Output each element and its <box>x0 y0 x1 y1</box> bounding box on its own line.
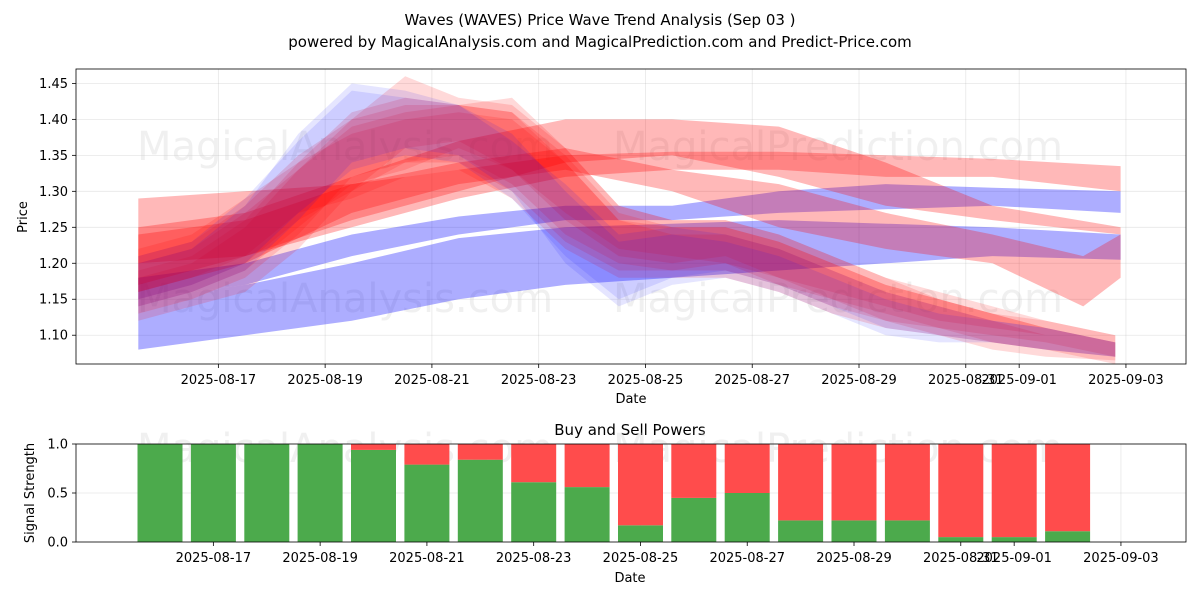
price-wave-band-4 <box>138 119 1121 285</box>
powers-x-tick-label: 2025-08-23 <box>496 551 572 566</box>
price-y-axis-label: Price <box>16 201 31 233</box>
powers-x-tick-label: 2025-08-17 <box>176 551 252 566</box>
sell-power-bar <box>564 444 610 488</box>
price-y-tick-label: 1.15 <box>39 293 68 308</box>
price-wave-band-12 <box>138 90 1116 357</box>
buy-power-bar <box>938 537 984 542</box>
figure-subtitle: powered by MagicalAnalysis.com and Magic… <box>288 33 912 51</box>
price-wave-chart: MagicalAnalysis.com MagicalPrediction.co… <box>16 68 1187 407</box>
powers-y-tick-label: 0.0 <box>47 536 68 551</box>
sell-power-bar <box>351 444 396 450</box>
price-wave-band-3 <box>138 151 1121 264</box>
powers-y-axis-label: Signal Strength <box>23 443 38 543</box>
price-x-tick-label: 2025-09-01 <box>981 373 1057 388</box>
price-wave-band-9 <box>138 105 1116 357</box>
buy-power-bar <box>884 520 930 542</box>
sell-power-bar <box>831 444 877 521</box>
price-y-axis: 1.10 1.15 1.20 1.25 1.30 1.35 1.40 1.45 <box>39 77 76 344</box>
buy-power-bar <box>351 449 396 542</box>
powers-x-tick-label: 2025-09-01 <box>976 551 1052 566</box>
price-wave-band-2 <box>138 184 1121 300</box>
powers-y-axis: 0.0 0.5 1.0 <box>47 438 76 551</box>
price-x-tick-label: 2025-09-03 <box>1088 373 1164 388</box>
powers-x-tick-label: 2025-08-29 <box>816 551 892 566</box>
powers-x-tick-label: 2025-08-19 <box>282 551 358 566</box>
price-y-tick-label: 1.10 <box>39 329 68 344</box>
buy-power-bar <box>457 459 503 542</box>
buy-power-bar <box>511 482 557 542</box>
price-x-axis: 2025-08-17 2025-08-19 2025-08-21 2025-08-23… <box>181 364 1164 388</box>
price-gridlines <box>76 69 1186 364</box>
powers-x-tick-label: 2025-08-25 <box>603 551 679 566</box>
price-y-tick-label: 1.45 <box>39 77 68 92</box>
sell-power-bar <box>511 444 557 483</box>
watermark-prediction-top: MagicalPrediction.com <box>613 124 1063 170</box>
watermark-analysis-mid: MagicalAnalysis.com <box>137 276 553 322</box>
price-y-tick-label: 1.20 <box>39 257 68 272</box>
price-y-tick-label: 1.25 <box>39 221 68 236</box>
buy-power-bar <box>137 444 183 542</box>
sell-power-bar <box>938 444 984 538</box>
powers-bars <box>137 444 1091 542</box>
buy-power-bar <box>724 493 770 542</box>
powers-x-tick-label: 2025-08-31 <box>923 551 999 566</box>
price-x-tick-label: 2025-08-21 <box>394 373 470 388</box>
powers-x-tick-label: 2025-08-27 <box>709 551 785 566</box>
sell-power-bar <box>457 444 503 460</box>
powers-x-tick-label: 2025-09-03 <box>1083 551 1159 566</box>
sell-power-bar <box>884 444 930 521</box>
powers-x-axis-label: Date <box>614 571 645 586</box>
price-y-tick-label: 1.40 <box>39 113 68 128</box>
buy-power-bar <box>1045 531 1091 542</box>
figure-title: Waves (WAVES) Price Wave Trend Analysis … <box>404 11 795 29</box>
buy-power-bar <box>778 520 824 542</box>
buy-power-bar <box>404 464 450 542</box>
buy-power-bar <box>991 537 1037 542</box>
price-wave-band-11 <box>138 83 1116 357</box>
price-wave-band-10 <box>138 112 1116 361</box>
price-x-tick-label: 2025-08-23 <box>501 373 577 388</box>
price-y-tick-label: 1.35 <box>39 149 68 164</box>
price-wave-bands <box>138 76 1121 364</box>
buy-power-bar <box>671 497 717 542</box>
price-x-tick-label: 2025-08-29 <box>821 373 897 388</box>
sell-power-bar <box>724 444 770 493</box>
buy-power-bar <box>297 444 343 542</box>
buy-sell-powers-chart: Buy and Sell Powers MagicalAnalysis.com … <box>23 421 1187 586</box>
powers-x-axis: 2025-08-17 2025-08-19 2025-08-21 2025-08-23… <box>176 542 1159 566</box>
price-x-tick-label: 2025-08-19 <box>287 373 363 388</box>
sell-power-bar <box>778 444 824 521</box>
price-wave-band-5 <box>138 148 1121 307</box>
price-wave-band-6 <box>138 76 1116 364</box>
price-wave-band-8 <box>138 97 1116 350</box>
powers-x-tick-label: 2025-08-21 <box>389 551 465 566</box>
price-x-tick-label: 2025-08-31 <box>928 373 1004 388</box>
buy-power-bar <box>244 444 290 542</box>
price-plot-frame <box>75 68 1187 365</box>
buy-power-bar <box>618 525 663 542</box>
price-x-tick-label: 2025-08-27 <box>714 373 790 388</box>
sell-power-bar <box>671 444 717 498</box>
powers-y-tick-label: 1.0 <box>47 438 68 453</box>
powers-chart-title: Buy and Sell Powers <box>554 421 706 439</box>
price-y-tick-label: 1.30 <box>39 185 68 200</box>
watermark-analysis-top: MagicalAnalysis.com <box>137 124 553 170</box>
sell-power-bar <box>618 444 663 526</box>
price-x-tick-label: 2025-08-17 <box>181 373 257 388</box>
buy-power-bar <box>190 444 236 542</box>
price-wave-band-1 <box>138 220 1121 350</box>
sell-power-bar <box>404 444 450 465</box>
price-x-axis-label: Date <box>615 392 646 407</box>
buy-power-bar <box>831 520 877 542</box>
powers-y-tick-label: 0.5 <box>47 487 68 502</box>
price-plot-background <box>76 69 1186 364</box>
buy-power-bar <box>564 487 610 542</box>
watermark-prediction-mid: MagicalPrediction.com <box>613 276 1063 322</box>
sell-power-bar <box>991 444 1037 538</box>
price-wave-band-7 <box>138 97 1116 357</box>
sell-power-bar <box>1045 444 1091 532</box>
price-x-tick-label: 2025-08-25 <box>608 373 684 388</box>
